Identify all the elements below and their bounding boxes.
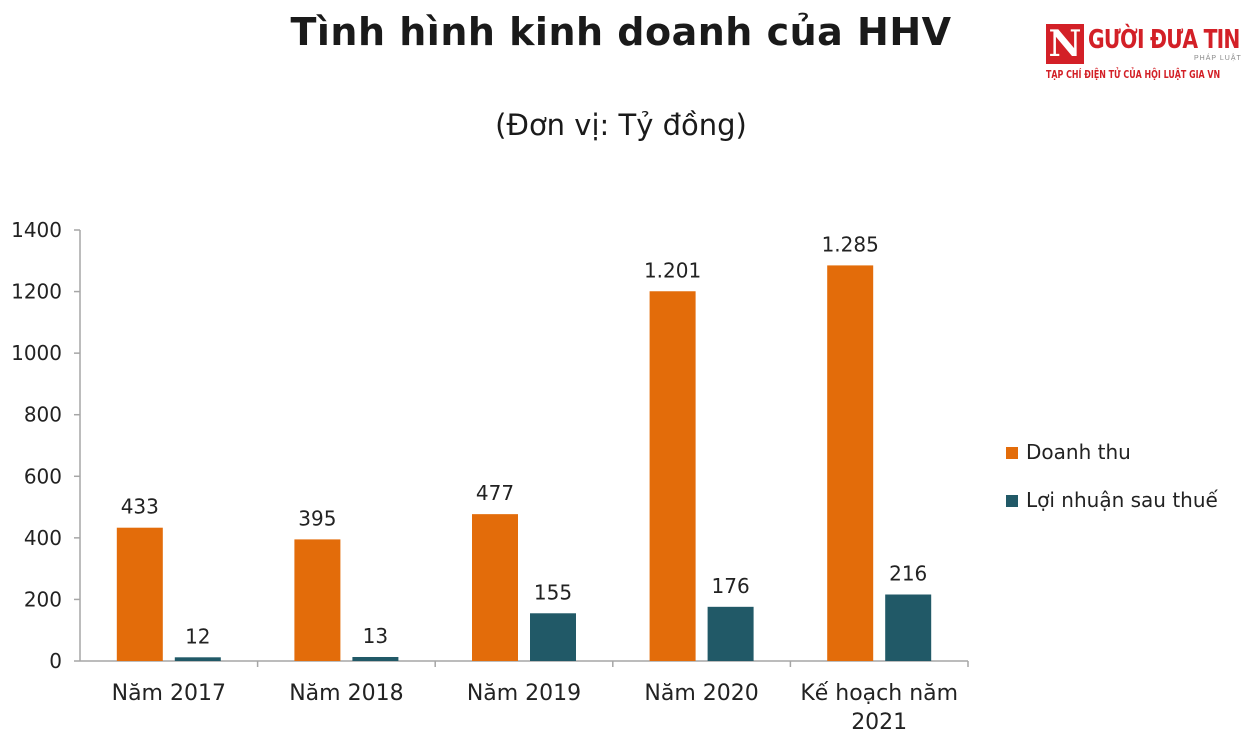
y-tick-label: 1000 <box>11 341 62 365</box>
data-label-profit: 216 <box>889 562 927 586</box>
logo-name: GƯỜI ĐƯA TIN <box>1088 25 1240 55</box>
data-label-profit: 12 <box>185 624 210 648</box>
y-tick-label: 200 <box>24 587 62 611</box>
chart-subtitle: (Đơn vị: Tỷ đồng) <box>495 108 747 142</box>
data-label-revenue: 395 <box>298 506 336 530</box>
data-label-revenue: 433 <box>121 495 159 519</box>
bar-profit <box>352 656 399 661</box>
data-label-profit: 176 <box>712 574 750 598</box>
legend-swatch-revenue <box>1006 447 1018 459</box>
bar-revenue <box>649 291 696 661</box>
data-label-revenue: 477 <box>476 481 514 505</box>
data-label-revenue: 1.285 <box>822 232 879 256</box>
bar-profit <box>174 657 221 661</box>
legend-swatch-profit <box>1006 495 1018 507</box>
legend-label-profit: Lợi nhuận sau thuế <box>1026 488 1218 512</box>
y-tick-label: 1400 <box>11 218 62 242</box>
y-tick-label: 800 <box>24 403 62 427</box>
logo-small-text: PHÁP LUẬT <box>1194 55 1242 62</box>
bar-profit <box>885 594 932 661</box>
legend-label-revenue: Doanh thu <box>1026 440 1131 464</box>
x-category-label: Năm 2019 <box>467 681 581 706</box>
y-tick-label: 400 <box>24 526 62 550</box>
bar-revenue <box>116 527 163 661</box>
logo-tagline: TẠP CHÍ ĐIỆN TỬ CỦA HỘI LUẬT GIA VN <box>1046 68 1221 81</box>
y-tick-label: 1200 <box>11 280 62 304</box>
data-label-profit: 13 <box>363 624 388 648</box>
data-label-profit: 155 <box>534 580 572 604</box>
data-label-revenue: 1.201 <box>644 258 701 282</box>
bar-revenue <box>472 514 518 661</box>
x-category-label: Năm 2018 <box>289 681 403 706</box>
publisher-logo: N GƯỜI ĐƯA TIN PHÁP LUẬT TẠP CHÍ ĐIỆN TỬ… <box>1046 24 1241 84</box>
bar-revenue <box>294 539 341 661</box>
y-tick-label: 0 <box>49 649 62 673</box>
bar-profit <box>707 606 754 661</box>
logo-mark: N <box>1046 24 1084 64</box>
chart-title: Tình hình kinh doanh của HHV <box>290 10 952 54</box>
x-category-label: 2021 <box>851 710 907 735</box>
x-category-label: Kế hoạch năm <box>800 681 958 706</box>
x-category-label: Năm 2017 <box>112 681 226 706</box>
bar-profit <box>530 613 576 661</box>
bar-revenue <box>827 265 874 661</box>
x-category-label: Năm 2020 <box>644 681 758 706</box>
y-tick-label: 600 <box>24 464 62 488</box>
